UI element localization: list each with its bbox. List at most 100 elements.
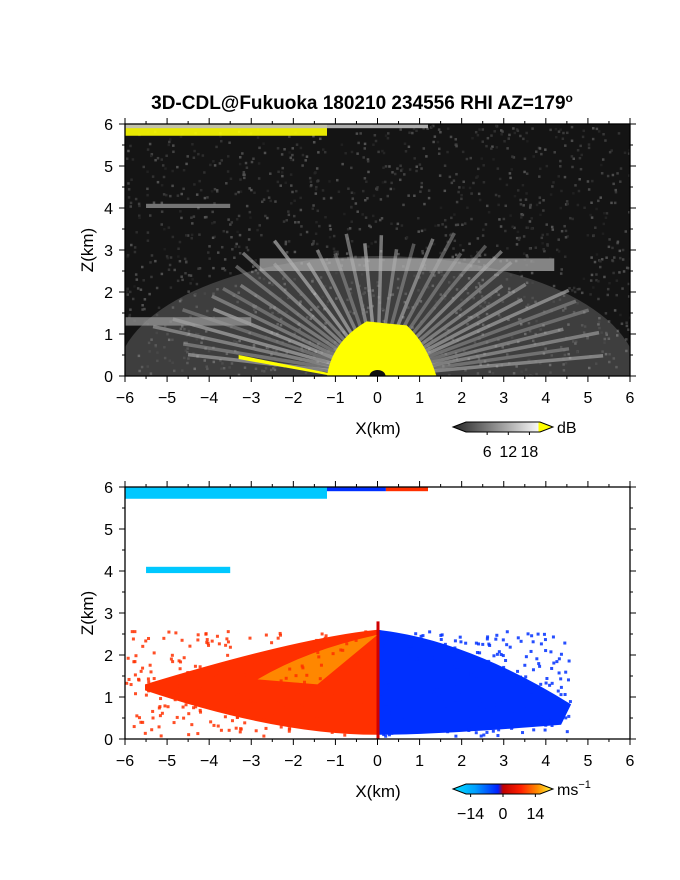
velocity-speck [488,643,492,647]
velocity-speck [159,697,163,701]
noise-speck [513,226,516,230]
noise-speck [423,202,426,206]
noise-speck [488,370,491,374]
velocity-speck [536,632,540,636]
noise-speck [499,225,503,228]
noise-speck [149,372,153,375]
noise-speck [187,274,191,277]
noise-speck [300,225,303,228]
noise-speck [261,200,264,204]
noise-speck [316,209,320,213]
velocity-speck [497,650,501,654]
noise-speck [381,181,385,184]
velocity-speck [557,657,561,661]
title-degree-superscript: o [566,91,573,105]
velocity-speck [495,703,499,707]
noise-speck [530,271,534,275]
noise-speck [597,130,601,133]
noise-speck [205,365,209,368]
noise-speck [534,150,538,153]
noise-speck [412,127,416,131]
velocity-speck [312,701,316,705]
velocity-speck [243,670,247,674]
velocity-speck [386,680,390,684]
velocity-speck [509,725,513,729]
velocity-speck [478,651,482,655]
noise-speck [544,347,547,350]
velocity-ylabel: Z(km) [78,591,97,635]
noise-speck [426,286,430,289]
velocity-speck [505,683,509,687]
noise-speck [495,124,498,128]
noise-speck [305,155,309,158]
velocity-speck [469,673,473,677]
noise-speck [179,327,183,331]
noise-speck [126,255,129,258]
velocity-speck [257,657,261,661]
noise-speck [225,352,229,356]
noise-speck [598,316,601,320]
noise-speck [549,193,553,196]
layer-echo [125,317,252,326]
noise-speck [399,169,403,172]
velocity-x-tick-label: 0 [373,753,382,770]
noise-speck [167,268,171,271]
velocity-speck [156,684,160,688]
velocity-speck [131,637,135,641]
noise-speck [582,277,586,281]
noise-speck [226,155,230,158]
noise-speck [582,331,586,334]
noise-speck [491,145,494,148]
velocity-speck [439,669,443,673]
noise-speck [608,360,611,364]
velocity-speck [539,682,543,686]
noise-speck [608,150,612,154]
reflectivity-colorbar-scale [451,421,555,433]
noise-speck [163,247,166,251]
noise-speck [405,236,409,239]
noise-speck [430,125,434,128]
noise-speck [466,206,469,209]
velocity-speck [134,692,138,696]
velocity-speck [235,687,239,691]
noise-speck [271,311,274,315]
noise-speck [386,132,390,135]
velocity-speck [529,649,533,653]
noise-speck [606,174,610,178]
velocity-speck [464,702,468,706]
noise-speck [323,150,327,154]
noise-speck [438,174,442,177]
noise-speck [520,216,523,219]
noise-speck [483,253,487,257]
noise-speck [573,290,577,294]
noise-speck [285,218,289,222]
noise-speck [305,230,309,234]
noise-speck [443,189,447,193]
noise-speck [452,275,456,279]
noise-speck [406,306,410,309]
noise-speck [186,234,190,237]
noise-speck [386,136,390,140]
noise-speck [193,367,196,371]
velocity-speck [481,702,485,706]
noise-speck [312,141,316,144]
noise-speck [338,330,341,333]
noise-speck [221,267,224,270]
noise-speck [200,341,203,344]
velocity-speck [429,662,433,666]
velocity-colorbar-tick-label: 14 [526,806,544,823]
noise-speck [408,131,411,134]
noise-speck [198,179,201,183]
noise-speck [312,239,316,243]
velocity-speck [544,649,548,653]
noise-speck [463,222,467,225]
noise-speck [481,128,485,131]
velocity-speck [346,660,350,664]
noise-speck [358,227,362,231]
noise-speck [275,349,278,352]
noise-speck [258,146,261,150]
velocity-speck [378,637,382,641]
velocity-speck [127,677,131,681]
noise-speck [522,252,526,255]
